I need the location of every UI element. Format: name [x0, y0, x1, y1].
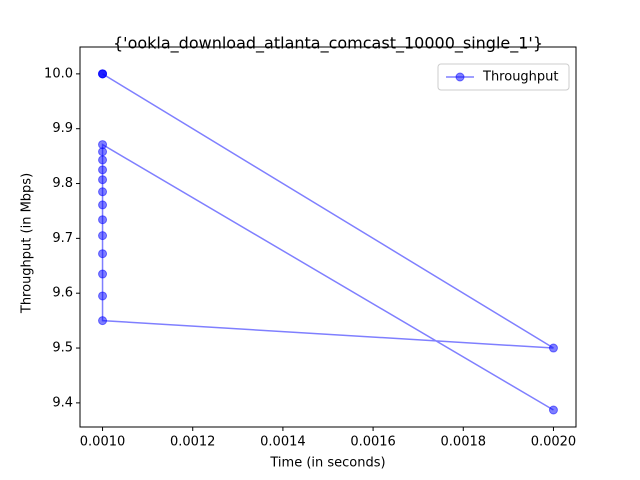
data-point [98, 187, 108, 197]
legend-marker [455, 72, 465, 82]
data-point [98, 215, 108, 225]
x-axis-label: Time (in seconds) [269, 456, 385, 471]
data-point [98, 231, 108, 241]
x-tick-label: 0.0016 [350, 435, 396, 450]
y-tick-label: 9.8 [52, 176, 73, 191]
y-tick-label: 9.4 [52, 395, 73, 410]
legend-box [437, 63, 570, 91]
chart-title: {'ookla_download_atlanta_comcast_10000_s… [113, 34, 543, 54]
data-point [98, 69, 108, 79]
data-point [98, 316, 108, 326]
x-tick-label: 0.0018 [441, 435, 487, 450]
x-tick-label: 0.0012 [170, 435, 216, 450]
data-point [98, 291, 108, 301]
plot-frame [79, 46, 577, 428]
y-axis-label: Throughput (in Mbps) [20, 173, 35, 314]
x-tick-label: 0.0020 [531, 435, 577, 450]
y-tick-label: 9.7 [52, 231, 73, 246]
data-point [98, 165, 108, 175]
data-point [98, 249, 108, 259]
data-point [98, 200, 108, 210]
x-tick-label: 0.0014 [260, 435, 306, 450]
data-point [98, 140, 108, 150]
data-point [98, 175, 108, 185]
legend-label: Throughput [482, 70, 559, 85]
y-tick-label: 9.9 [52, 121, 73, 136]
y-tick-label: 9.5 [52, 341, 73, 356]
data-point [98, 155, 108, 165]
data-point [98, 269, 108, 279]
data-point [548, 343, 558, 353]
y-tick-label: 9.6 [52, 286, 73, 301]
data-point [548, 405, 558, 415]
y-tick-label: 10.0 [44, 66, 73, 81]
x-tick-label: 0.0010 [80, 435, 126, 450]
